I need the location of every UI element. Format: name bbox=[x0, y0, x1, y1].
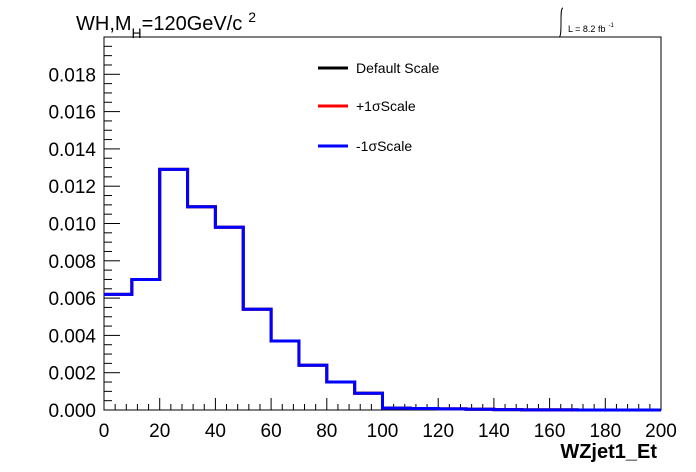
y-tick-label: 0.018 bbox=[48, 65, 96, 86]
y-tick-label: 0.006 bbox=[48, 289, 96, 310]
integral-icon bbox=[558, 7, 564, 38]
chart-title: WH,MH=120GeV/c 2 bbox=[76, 9, 256, 41]
x-tick-label: 100 bbox=[367, 421, 399, 442]
lumi-label: L = 8.2 fb -1 bbox=[568, 23, 614, 34]
x-tick-label: 200 bbox=[645, 421, 677, 442]
x-tick-label: 0 bbox=[99, 421, 110, 442]
y-tick-label: 0.014 bbox=[48, 140, 96, 161]
title-superscript: 2 bbox=[248, 9, 256, 25]
legend-label: Default Scale bbox=[356, 60, 439, 76]
y-tick-label: 0.000 bbox=[48, 401, 96, 422]
y-tick-label: 0.016 bbox=[48, 103, 96, 124]
legend-label: +1σScale bbox=[356, 98, 416, 114]
x-tick-label: 160 bbox=[534, 421, 566, 442]
x-tick-label: 140 bbox=[478, 421, 510, 442]
title-main: WH,M bbox=[76, 13, 132, 35]
y-tick-label: 0.010 bbox=[48, 215, 96, 236]
legend-label: -1σScale bbox=[356, 138, 412, 154]
x-tick-label: 20 bbox=[149, 421, 170, 442]
y-tick-label: 0.002 bbox=[48, 364, 96, 385]
y-tick-label: 0.008 bbox=[48, 252, 96, 273]
y-tick-label: 0.004 bbox=[48, 326, 96, 347]
x-tick-label: 80 bbox=[316, 421, 337, 442]
plot-frame bbox=[103, 36, 662, 411]
lumi-superscript: -1 bbox=[608, 23, 614, 29]
series-line bbox=[104, 167, 661, 412]
y-tick-label: 0.012 bbox=[48, 177, 96, 198]
x-tick-label: 120 bbox=[422, 421, 454, 442]
x-tick-label: 180 bbox=[589, 421, 621, 442]
legend: Default Scale +1σScale -1σScale bbox=[318, 60, 439, 154]
x-axis-label: WZjet1_Et bbox=[560, 441, 657, 463]
axes: 0.000 0.002 0.004 0.006 0.008 0.010 0.012 0.014… bbox=[48, 36, 677, 442]
title-rest: =120GeV/c bbox=[142, 13, 243, 35]
x-tick-label: 40 bbox=[205, 421, 226, 442]
title-subscript: H bbox=[132, 25, 142, 41]
lumi-text: L = 8.2 fb bbox=[568, 24, 605, 34]
series-layer bbox=[104, 167, 661, 412]
x-tick-label: 60 bbox=[261, 421, 282, 442]
